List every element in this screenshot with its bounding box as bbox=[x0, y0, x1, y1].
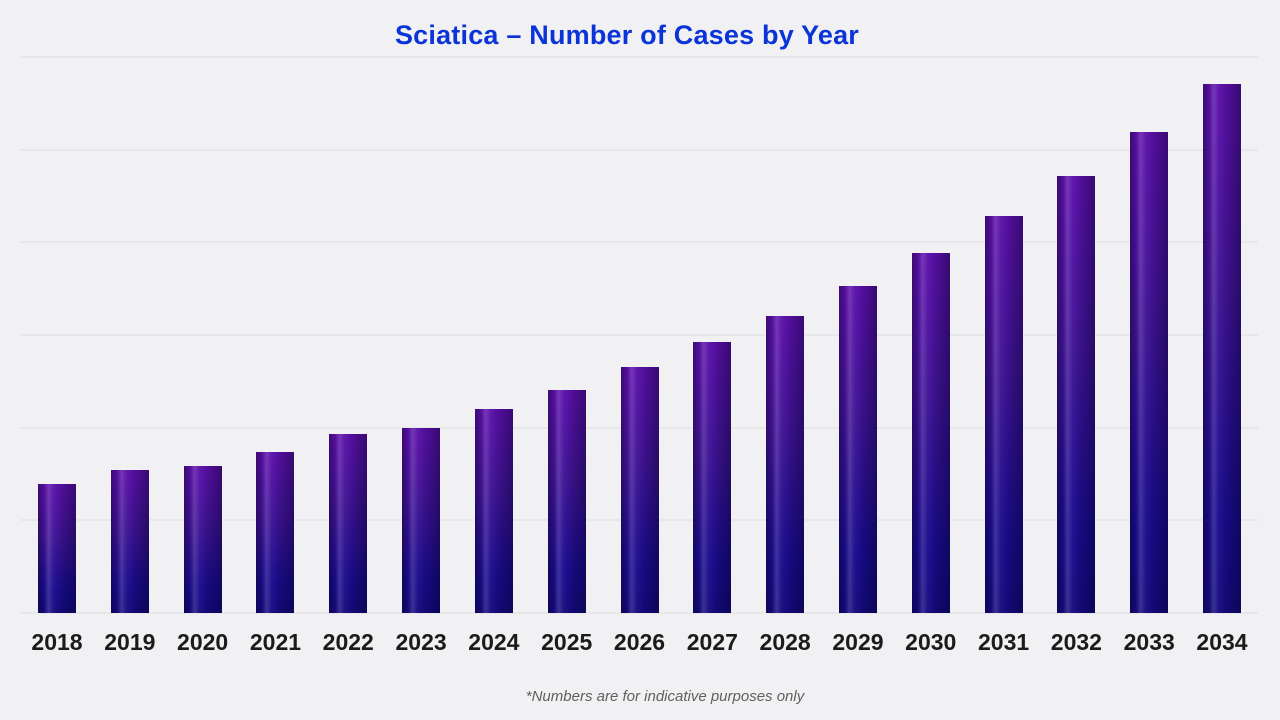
x-tick-cell: 2018 bbox=[31, 629, 82, 656]
bar-2021 bbox=[256, 451, 295, 613]
x-tick-label: 2024 bbox=[468, 628, 520, 655]
bar-2028 bbox=[766, 315, 805, 613]
bar-2034 bbox=[1203, 83, 1241, 613]
x-tick-label: 2028 bbox=[759, 628, 811, 655]
bar-2031 bbox=[984, 216, 1023, 613]
x-tick-cell: 2027 bbox=[687, 629, 738, 656]
bar-2026 bbox=[620, 366, 659, 613]
x-tick-cell: 2025 bbox=[541, 629, 592, 656]
x-tick-cell: 2033 bbox=[1124, 629, 1175, 656]
x-axis-labels: 2018 2019 2020 2021 2022 2023 2024 2025 2026 2027… bbox=[21, 622, 1258, 662]
x-tick-label: 2034 bbox=[1196, 628, 1248, 655]
bar-2030 bbox=[911, 252, 950, 613]
x-tick-label: 2031 bbox=[977, 628, 1030, 655]
x-tick-cell: 2029 bbox=[832, 629, 883, 656]
gridline bbox=[21, 241, 1258, 243]
x-tick-label: 2020 bbox=[177, 628, 229, 655]
x-tick-label: 2021 bbox=[249, 628, 302, 655]
bar-2023 bbox=[402, 427, 441, 613]
footnote: *Numbers are for indicative purposes onl… bbox=[525, 688, 805, 705]
gridline bbox=[21, 149, 1258, 151]
x-tick-label: 2023 bbox=[395, 628, 447, 655]
x-tick-cell: 2026 bbox=[614, 629, 665, 656]
bar-2025 bbox=[547, 389, 586, 613]
bar-2018 bbox=[38, 484, 76, 613]
x-tick-cell: 2024 bbox=[468, 629, 519, 656]
x-tick-label: 2027 bbox=[686, 628, 738, 655]
x-tick-cell: 2023 bbox=[395, 629, 446, 656]
x-tick-cell: 2034 bbox=[1196, 629, 1247, 656]
x-tick-cell: 2030 bbox=[905, 629, 956, 656]
bar-2020 bbox=[183, 465, 222, 613]
x-tick-label: 2025 bbox=[541, 628, 593, 655]
bar-2033 bbox=[1130, 132, 1169, 613]
bar-2029 bbox=[838, 285, 877, 613]
x-tick-cell: 2032 bbox=[1051, 629, 1102, 656]
bar-2022 bbox=[329, 434, 368, 613]
x-tick-label: 2018 bbox=[31, 628, 83, 655]
chart-title: Sciatica – Number of Cases by Year bbox=[394, 20, 860, 50]
bar-2024 bbox=[474, 409, 513, 613]
bar-2032 bbox=[1057, 175, 1096, 613]
x-tick-label: 2033 bbox=[1123, 628, 1175, 655]
x-tick-label: 2032 bbox=[1050, 628, 1102, 655]
x-tick-label: 2030 bbox=[905, 628, 957, 655]
x-tick-cell: 2020 bbox=[177, 629, 228, 656]
bar-2019 bbox=[110, 470, 149, 613]
x-tick-cell: 2022 bbox=[323, 629, 374, 656]
gridline bbox=[21, 334, 1258, 336]
bar-2027 bbox=[693, 342, 732, 613]
x-tick-label: 2026 bbox=[613, 628, 666, 655]
x-tick-label: 2029 bbox=[832, 628, 884, 655]
x-tick-label: 2022 bbox=[322, 628, 374, 655]
x-tick-cell: 2031 bbox=[978, 629, 1029, 656]
plot-area bbox=[21, 56, 1258, 614]
x-tick-label: 2019 bbox=[104, 628, 156, 655]
gridline bbox=[21, 56, 1258, 58]
bars-container bbox=[21, 57, 1258, 613]
gridline bbox=[21, 612, 1258, 614]
x-tick-cell: 2021 bbox=[250, 629, 301, 656]
x-tick-cell: 2019 bbox=[104, 629, 155, 656]
x-tick-cell: 2028 bbox=[760, 629, 811, 656]
